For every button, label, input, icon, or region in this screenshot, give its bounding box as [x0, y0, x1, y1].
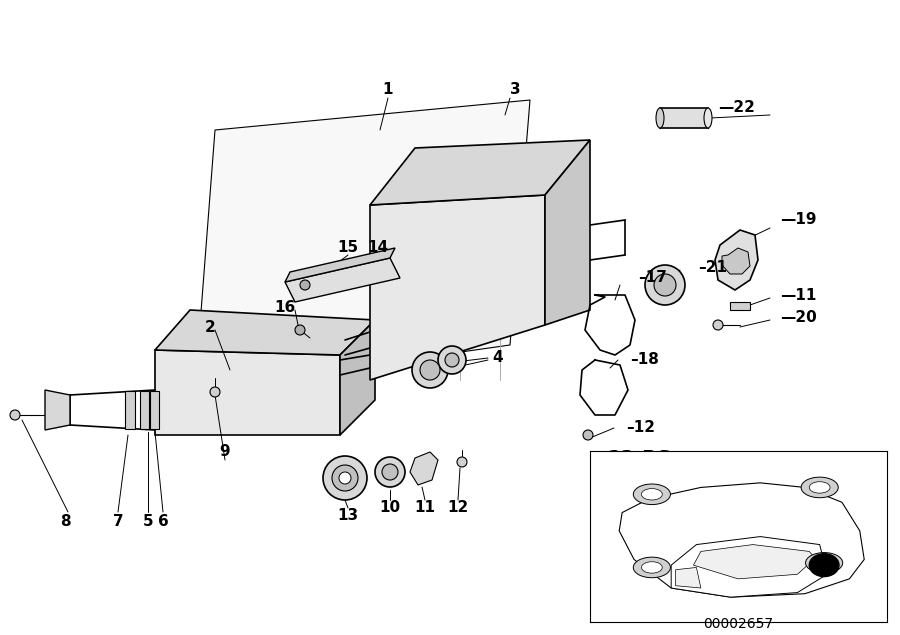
Circle shape: [323, 456, 367, 500]
Circle shape: [645, 265, 685, 305]
Ellipse shape: [801, 477, 838, 498]
Text: 1: 1: [382, 83, 393, 98]
Circle shape: [295, 325, 305, 335]
Polygon shape: [694, 545, 815, 579]
Ellipse shape: [634, 557, 670, 578]
Text: 10: 10: [380, 500, 400, 516]
Polygon shape: [140, 391, 149, 429]
Text: 4: 4: [492, 351, 503, 366]
Text: 2: 2: [204, 321, 215, 335]
Text: 7: 7: [112, 514, 123, 530]
Polygon shape: [195, 100, 530, 390]
Text: 14: 14: [367, 239, 389, 255]
Text: –18: –18: [630, 352, 659, 368]
Circle shape: [457, 457, 467, 467]
Polygon shape: [285, 248, 395, 282]
Text: 00002657: 00002657: [703, 617, 773, 631]
Bar: [730, 302, 750, 310]
Circle shape: [210, 387, 220, 397]
Circle shape: [339, 472, 351, 484]
Text: —20: —20: [780, 311, 817, 326]
Circle shape: [332, 465, 358, 491]
Text: 3: 3: [509, 83, 520, 98]
Text: 5: 5: [143, 514, 153, 530]
Polygon shape: [285, 258, 400, 302]
Polygon shape: [715, 230, 758, 290]
Text: —19: —19: [780, 213, 816, 227]
Polygon shape: [340, 320, 375, 435]
Circle shape: [809, 554, 839, 577]
Text: 15: 15: [338, 239, 358, 255]
Text: 16: 16: [274, 300, 295, 316]
Text: —22: —22: [718, 100, 755, 116]
Circle shape: [713, 320, 723, 330]
Text: 9: 9: [220, 444, 230, 460]
Ellipse shape: [642, 488, 662, 500]
Ellipse shape: [806, 552, 842, 573]
Circle shape: [445, 353, 459, 367]
Polygon shape: [545, 140, 590, 325]
Bar: [660, 108, 708, 128]
Circle shape: [583, 430, 593, 440]
Polygon shape: [370, 140, 590, 205]
Polygon shape: [150, 391, 159, 429]
Text: 11: 11: [415, 500, 436, 516]
Circle shape: [10, 410, 20, 420]
Ellipse shape: [704, 108, 712, 128]
Ellipse shape: [642, 562, 662, 573]
Polygon shape: [619, 483, 864, 597]
Text: 23-RS: 23-RS: [608, 448, 672, 467]
Polygon shape: [125, 391, 135, 429]
Polygon shape: [410, 452, 438, 485]
Text: –21: –21: [698, 260, 727, 276]
Polygon shape: [676, 568, 701, 588]
Ellipse shape: [809, 482, 830, 493]
Polygon shape: [370, 195, 545, 380]
Text: –12: –12: [626, 420, 655, 436]
Ellipse shape: [656, 108, 664, 128]
Text: 6: 6: [158, 514, 168, 530]
Polygon shape: [671, 537, 827, 597]
Circle shape: [382, 464, 398, 480]
Circle shape: [300, 280, 310, 290]
Polygon shape: [155, 350, 340, 435]
Circle shape: [375, 457, 405, 487]
Text: –17: –17: [638, 269, 667, 284]
Text: 12: 12: [447, 500, 469, 516]
Ellipse shape: [634, 484, 670, 505]
Polygon shape: [45, 390, 70, 430]
Ellipse shape: [814, 557, 834, 568]
Polygon shape: [155, 310, 375, 355]
Circle shape: [654, 274, 676, 296]
Text: 13: 13: [338, 509, 358, 523]
Circle shape: [412, 352, 448, 388]
Polygon shape: [722, 248, 750, 274]
Circle shape: [420, 360, 440, 380]
Text: 8: 8: [59, 514, 70, 530]
Circle shape: [438, 346, 466, 374]
Text: —11: —11: [780, 288, 816, 302]
